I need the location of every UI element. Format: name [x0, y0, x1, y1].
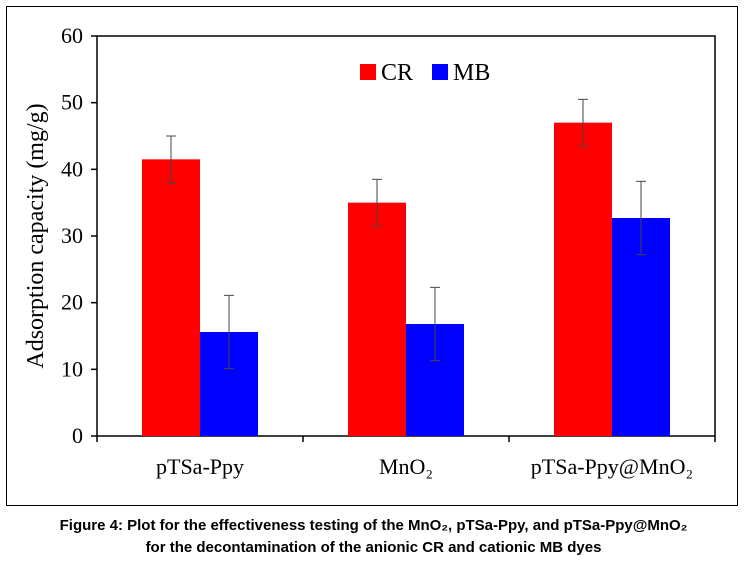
caption-line-1: Figure 4: Plot for the effectiveness tes… [59, 517, 688, 534]
y-tick-label: 30 [61, 223, 83, 248]
bar-cr [554, 122, 612, 437]
bar-cr [348, 202, 406, 436]
y-tick-label: 20 [61, 290, 83, 315]
chart-legend: CR MB [360, 60, 490, 86]
x-category-label: MnO₂ [379, 454, 433, 479]
bar-cr [142, 159, 200, 437]
y-tick-label: 50 [61, 90, 83, 115]
y-tick-label: 60 [61, 23, 83, 48]
legend-label-cr: CR [381, 60, 413, 86]
y-axis-label: Adsorption capacity (mg/g) [23, 103, 49, 368]
y-tick-label: 40 [61, 156, 83, 181]
caption-line-2: for the decontamination of the anionic C… [145, 539, 602, 556]
legend-label-mb: MB [453, 60, 490, 86]
chart-labels: 0 10 20 30 40 50 60 Adsorption capacity (mg/g) p… [23, 23, 693, 479]
chart-bars [142, 98, 670, 437]
figure-caption: Figure 4: Plot for the effectiveness tes… [0, 515, 747, 559]
x-category-label: pTSa-Ppy@MnO₂ [531, 454, 693, 479]
y-tick-label: 10 [61, 356, 83, 381]
bar-chart: 0 10 20 30 40 50 60 Adsorption capacity (mg/g) p… [23, 23, 716, 479]
legend-swatch-mb [432, 64, 448, 80]
x-category-label: pTSa-Ppy [156, 454, 244, 479]
y-tick-label: 0 [72, 423, 83, 448]
legend-swatch-cr [360, 64, 376, 80]
